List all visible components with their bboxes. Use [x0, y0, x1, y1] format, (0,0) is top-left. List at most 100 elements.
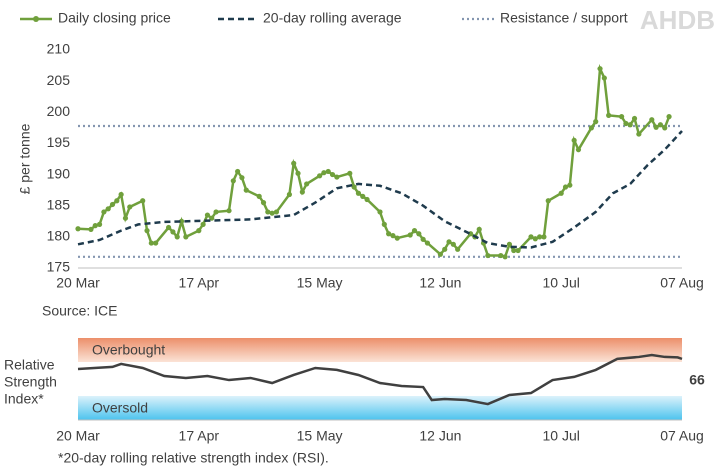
data-point [355, 190, 362, 196]
y-tick-label: 190 [47, 165, 71, 181]
data-point [265, 209, 271, 215]
data-point [347, 170, 353, 176]
y-label-line: Relative [4, 357, 55, 373]
data-point [226, 208, 232, 214]
data-point [140, 198, 146, 204]
data-point [623, 120, 629, 127]
data-point [304, 181, 310, 187]
data-point [442, 246, 448, 252]
data-point [593, 119, 599, 125]
data-point [498, 252, 504, 259]
data-point [377, 209, 383, 215]
y-axis-label: £ per tonne [17, 123, 33, 194]
data-point [329, 171, 336, 178]
data-point [127, 204, 133, 210]
data-point [114, 198, 120, 204]
data-point [183, 234, 189, 240]
data-point [653, 124, 659, 130]
data-point [88, 226, 94, 232]
logo: AHDB [640, 5, 715, 35]
legend-label: Resistance / support [500, 10, 628, 26]
data-point [649, 117, 655, 123]
oversold-band [78, 396, 682, 420]
data-point [575, 147, 582, 153]
data-point [571, 137, 577, 143]
data-point [109, 201, 116, 208]
data-point [364, 196, 370, 203]
data-point [420, 236, 426, 242]
data-point [230, 178, 236, 184]
data-point [588, 125, 595, 131]
data-point [601, 75, 607, 81]
x-tick-label: 15 May [297, 428, 343, 444]
data-point [256, 193, 262, 199]
data-point [204, 212, 211, 218]
data-point [537, 234, 543, 240]
y-label-line: Strength [4, 374, 57, 390]
legend-label: Daily closing price [58, 10, 171, 26]
x-tick-label: 07 Aug [660, 428, 704, 444]
data-point [424, 240, 431, 246]
x-tick-label: 10 Jul [543, 275, 580, 291]
data-point [196, 228, 202, 234]
legend-label: 20-day rolling average [263, 10, 402, 26]
data-point [321, 170, 327, 176]
data-point [174, 234, 180, 240]
data-point [295, 170, 301, 176]
y-tick-label: 205 [47, 72, 71, 88]
legend-swatch [33, 16, 39, 22]
data-point [511, 247, 517, 254]
data-point [101, 209, 107, 215]
data-point [209, 215, 215, 221]
series-line [77, 353, 683, 406]
data-point [606, 112, 612, 118]
data-point [286, 191, 292, 198]
x-tick-label: 12 Jun [419, 428, 461, 444]
data-point [636, 131, 642, 137]
data-point [597, 66, 603, 72]
data-point [515, 247, 521, 254]
data-point [567, 182, 573, 188]
data-point [317, 173, 323, 179]
data-point [394, 235, 400, 241]
y-tick-label: 175 [47, 259, 71, 275]
data-point [558, 190, 564, 196]
data-point [485, 252, 491, 259]
data-point [75, 226, 81, 232]
y-tick-label: 185 [47, 196, 71, 212]
data-point [545, 198, 551, 204]
data-point [662, 125, 668, 131]
y-tick-label: 195 [47, 134, 71, 150]
data-point [153, 240, 159, 246]
data-point [627, 122, 633, 128]
footnote: *20-day rolling relative strength index … [58, 450, 329, 466]
data-point [239, 175, 245, 181]
band-label: Oversold [92, 400, 148, 416]
data-point [148, 240, 154, 246]
source: Source: ICE [42, 303, 117, 319]
data-point [532, 236, 538, 242]
data-point [562, 184, 569, 190]
data-point [118, 191, 124, 198]
data-point [269, 210, 275, 216]
y-tick-label: 200 [47, 103, 71, 119]
x-tick-label: 20 Mar [56, 275, 100, 291]
x-tick-label: 17 Apr [179, 275, 220, 291]
data-point [299, 189, 305, 195]
data-point [666, 114, 672, 120]
x-tick-label: 10 Jul [543, 428, 580, 444]
data-point [416, 231, 422, 237]
x-tick-label: 20 Mar [56, 428, 100, 444]
data-point [411, 228, 418, 234]
y-tick-label: 210 [47, 41, 71, 57]
end-label: 66 [689, 372, 705, 388]
data-point [360, 193, 366, 199]
data-point [476, 226, 482, 232]
data-point [291, 160, 297, 166]
series-line [77, 63, 671, 259]
data-point [334, 174, 340, 180]
data-point [541, 234, 547, 240]
data-point [325, 168, 331, 175]
data-point [200, 221, 206, 227]
